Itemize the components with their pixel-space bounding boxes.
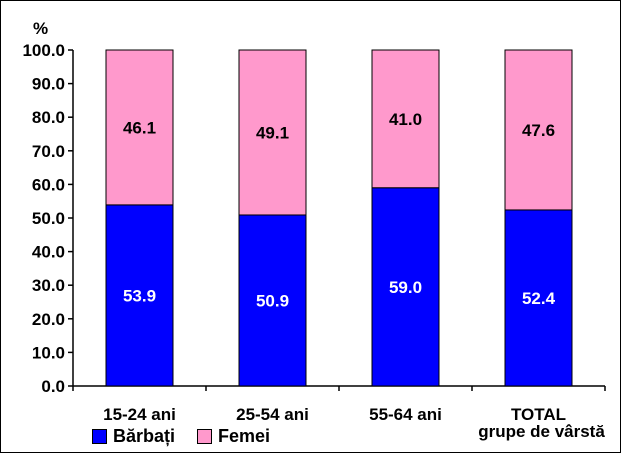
legend-item-barbati: Bărbați (92, 426, 175, 447)
bar-value-label: 49.1 (256, 123, 289, 142)
legend-swatch-femei (197, 429, 213, 444)
legend-swatch-barbati (92, 429, 107, 444)
bar-segment-femei (504, 49, 573, 211)
y-axis-ticks: 0.0 10.0 20.0 30.0 40.0 50.0 60.0 70.0 80.0 90.0 1… (22, 41, 606, 396)
x-category-label: 25-54 ani (236, 405, 309, 424)
bar-segment-barbati (371, 187, 440, 387)
bar-segment-barbati (105, 204, 174, 387)
bar-value-label: 47.6 (522, 121, 555, 140)
chart-legend: Bărbați Femei (92, 426, 292, 447)
bar-value-label: 52.4 (522, 289, 556, 308)
bar-value-label: 53.9 (123, 286, 156, 305)
y-tick-label: 60.0 (32, 175, 65, 194)
y-tick-label: 90.0 (32, 75, 65, 94)
bar-value-label: 41.0 (389, 110, 422, 129)
y-tick-label: 80.0 (32, 108, 65, 127)
bar-value-label: 50.9 (256, 291, 289, 310)
y-tick-label: 40.0 (32, 243, 65, 262)
x-category-label: grupe de vârstă (478, 422, 605, 441)
y-tick-label: 50.0 (32, 209, 65, 228)
y-unit-label: % (33, 19, 48, 38)
bar-segment-femei (371, 49, 440, 189)
bars-group: 53.9 46.1 50.9 49.1 59.0 41.0 52.4 47.6 (105, 49, 573, 387)
bar-segment-femei (105, 49, 174, 206)
y-tick-label: 0.0 (41, 377, 65, 396)
x-category-label: TOTAL (511, 405, 566, 424)
legend-label-barbati: Bărbați (113, 426, 176, 446)
x-category-label: 55-64 ani (369, 405, 442, 424)
y-tick-label: 70.0 (32, 142, 65, 161)
bar-segment-barbati (238, 214, 307, 387)
bar-value-label: 46.1 (123, 118, 156, 137)
bar-value-label: 59.0 (389, 278, 422, 297)
x-category-label: 15-24 ani (103, 405, 176, 424)
legend-item-femei: Femei (197, 426, 270, 447)
bar-segment-barbati (504, 209, 573, 387)
legend-label-femei: Femei (218, 426, 271, 446)
bar-segment-femei (238, 49, 307, 216)
y-tick-label: 20.0 (32, 310, 65, 329)
y-tick-label: 100.0 (22, 41, 65, 60)
y-tick-label: 10.0 (32, 343, 65, 362)
y-tick-label: 30.0 (32, 276, 65, 295)
